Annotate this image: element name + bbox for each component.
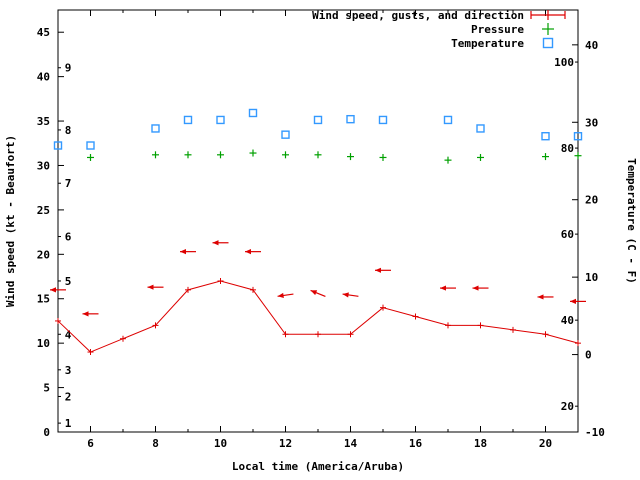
svg-text:30: 30 — [585, 116, 598, 129]
svg-text:25: 25 — [37, 204, 50, 217]
svg-text:0: 0 — [43, 426, 50, 439]
svg-text:15: 15 — [37, 293, 50, 306]
plot-border — [57, 9, 579, 433]
svg-text:18: 18 — [474, 437, 487, 450]
legend-label-temperature: Temperature — [451, 37, 524, 50]
svg-text:7: 7 — [65, 177, 72, 190]
svg-text:5: 5 — [43, 382, 50, 395]
svg-text:6: 6 — [87, 437, 94, 450]
svg-text:2: 2 — [65, 390, 72, 403]
wind-direction-arrows — [50, 240, 586, 317]
y-left-axis-ticks: 0 5 10 15 20 25 30 35 40 45 — [37, 26, 64, 439]
series-layer — [50, 108, 586, 356]
temperature-series — [53, 108, 583, 150]
svg-text:-10: -10 — [585, 426, 605, 439]
svg-text:9: 9 — [65, 62, 72, 75]
svg-text:12: 12 — [279, 437, 292, 450]
svg-text:20: 20 — [585, 194, 598, 207]
pressure-series — [87, 149, 582, 164]
fahrenheit-scale-labels: 20 40 60 80 100 — [554, 56, 578, 413]
axes-layer: 6 8 10 12 14 16 18 2005101520253035404512345678… — [37, 9, 605, 450]
svg-text:60: 60 — [561, 228, 574, 241]
y-right-axis-ticks: -10 0 10 20 30 40 — [572, 39, 605, 439]
right-axis-title: Temperature (C - F) — [625, 158, 638, 284]
svg-text:6: 6 — [65, 231, 72, 244]
svg-text:8: 8 — [65, 124, 72, 137]
legend-label-wind: Wind speed, gusts, and direction — [312, 9, 524, 22]
svg-text:20: 20 — [37, 248, 50, 261]
svg-text:14: 14 — [344, 437, 358, 450]
legend-symbol-pressure-plus-icon — [542, 23, 554, 35]
svg-text:30: 30 — [37, 159, 50, 172]
x-axis-ticks: 6 8 10 12 14 16 18 20 — [57, 10, 579, 450]
legend-label-pressure: Pressure — [471, 23, 524, 36]
x-axis-title: Local time (America/Aruba) — [232, 460, 404, 473]
svg-text:5: 5 — [65, 275, 72, 288]
legend-temperature-square — [542, 37, 554, 49]
svg-text:40: 40 — [585, 39, 598, 52]
svg-text:20: 20 — [539, 437, 552, 450]
legend-symbol-temperature-square-icon — [542, 37, 554, 49]
svg-text:100: 100 — [554, 56, 574, 69]
svg-text:8: 8 — [152, 437, 159, 450]
svg-text:10: 10 — [585, 271, 598, 284]
svg-text:45: 45 — [37, 26, 50, 39]
svg-text:4: 4 — [65, 328, 72, 341]
beaufort-scale-labels: 1 2 3 4 5 6 7 8 9 — [58, 62, 72, 430]
svg-text:40: 40 — [37, 71, 50, 84]
svg-text:0: 0 — [585, 349, 592, 362]
svg-text:10: 10 — [214, 437, 227, 450]
svg-text:3: 3 — [65, 364, 72, 377]
left-axis-title: Wind speed (kt - Beaufort) — [4, 135, 17, 307]
svg-text:16: 16 — [409, 437, 423, 450]
svg-text:40: 40 — [561, 314, 574, 327]
legend: Wind speed, gusts, and direction Pressur… — [312, 9, 566, 50]
svg-text:1: 1 — [65, 417, 72, 430]
legend-symbol-wind-errorbar-icon — [530, 10, 566, 20]
wind-speed-series — [55, 277, 581, 356]
svg-text:80: 80 — [561, 142, 574, 155]
svg-text:10: 10 — [37, 337, 50, 350]
svg-text:20: 20 — [561, 400, 574, 413]
svg-text:35: 35 — [37, 115, 50, 128]
